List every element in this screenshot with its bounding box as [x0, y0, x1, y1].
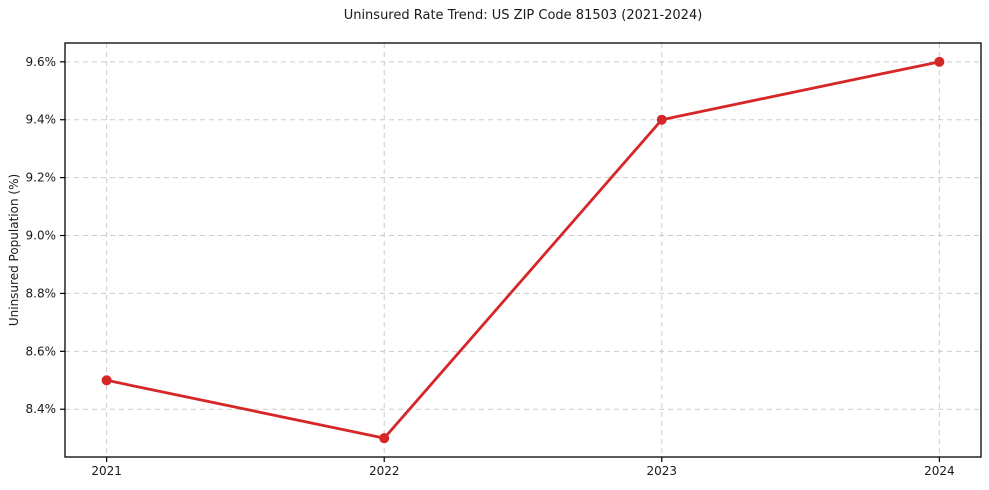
y-tick-label: 8.6% [26, 344, 57, 358]
y-tick-label: 9.2% [26, 171, 57, 185]
x-tick-label: 2022 [369, 464, 400, 478]
x-tick-label: 2021 [91, 464, 122, 478]
chart-title: Uninsured Rate Trend: US ZIP Code 81503 … [343, 8, 703, 23]
trend-line [105, 60, 941, 440]
y-tick-label: 9.0% [26, 229, 57, 243]
x-tick-label: 2024 [924, 464, 955, 478]
plot-border [64, 42, 982, 458]
data-point-2021 [101, 375, 112, 386]
data-point-2022 [379, 433, 390, 444]
y-tick-label: 9.6% [26, 55, 57, 69]
y-tick-label: 9.4% [26, 113, 57, 127]
data-point-2023 [656, 114, 667, 125]
data-point-2024 [934, 56, 945, 67]
x-tick-label: 2023 [647, 464, 678, 478]
y-tick-label: 8.8% [26, 286, 57, 300]
y-tick-label: 8.4% [26, 402, 57, 416]
